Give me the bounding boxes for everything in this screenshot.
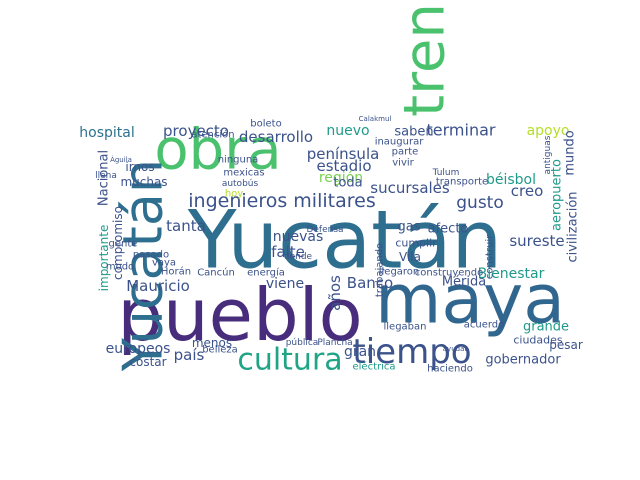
cloud-word: europeos [106, 341, 171, 357]
cloud-word: Horán [161, 266, 191, 278]
cloud-word: hoy [225, 189, 243, 200]
cloud-word: afecto [428, 222, 469, 237]
cloud-word: creo [511, 182, 544, 200]
cloud-word: Plancha [317, 338, 352, 348]
cloud-word: Cancún [197, 267, 235, 279]
cloud-word: Vila [399, 250, 421, 264]
cloud-word: península [307, 145, 380, 163]
cloud-word: haciendo [427, 364, 473, 375]
cloud-word: sucursales [370, 179, 450, 197]
cloud-word: Yucatán [187, 194, 503, 287]
cloud-word: antiguas [543, 135, 553, 174]
cloud-word: compromiso [111, 206, 125, 280]
cloud-word: modo [106, 262, 134, 273]
cloud-word: irnos [125, 160, 154, 174]
cloud-word: vivir [392, 158, 414, 169]
cloud-word: Mérida [442, 275, 486, 290]
cloud-word: Defensa [306, 225, 343, 235]
cloud-word: Tulum [432, 168, 460, 178]
cloud-word: años [326, 275, 344, 311]
cloud-word: acuerdo [464, 320, 505, 331]
cloud-word: pueblo [117, 273, 362, 357]
cloud-word: nuevo [326, 123, 369, 139]
cloud-word: apoyo [527, 123, 570, 139]
cloud-word: cultura [237, 343, 342, 378]
cloud-word: donde [284, 252, 313, 262]
cloud-word: eléctrica [352, 361, 395, 373]
cloud-word: tanta [166, 217, 206, 235]
cloud-word: construyendo [415, 268, 483, 279]
cloud-word: energía [247, 267, 285, 279]
cloud-word: llegaron [379, 267, 420, 278]
cloud-word: saben [394, 125, 433, 140]
cloud-word: tiempo [352, 332, 471, 372]
cloud-word: país [174, 346, 205, 364]
cloud-word: belleza [202, 345, 238, 356]
cloud-word: Mauricio [126, 277, 190, 295]
cloud-word: llena [95, 171, 117, 181]
cloud-word: proyecto [163, 122, 229, 140]
cloud-word: nuevas [273, 229, 324, 245]
cloud-word: gente [109, 239, 138, 250]
cloud-word: importante [97, 225, 111, 292]
cloud-word: terminar [427, 121, 496, 140]
cloud-word: Bienestar [478, 266, 545, 282]
cloud-word: gas [398, 220, 421, 235]
cloud-word: autobús [222, 179, 259, 189]
cloud-word: civilización [566, 191, 581, 262]
cloud-word: cumplir [395, 237, 437, 250]
cloud-word: obra [154, 118, 281, 183]
cloud-word: pasado [133, 250, 169, 261]
cloud-word: transporte [436, 177, 488, 188]
cloud-word: estadio [317, 157, 372, 175]
cloud-word: Calakmul [359, 115, 392, 123]
cloud-word: mundo [563, 130, 578, 175]
cloud-word: gobernador [485, 353, 561, 368]
cloud-word: menos [192, 336, 232, 350]
cloud-word: viene [266, 276, 304, 292]
cloud-word: ninguna [218, 155, 259, 166]
cloud-word: ayudar [443, 345, 468, 353]
cloud-word: parte [392, 147, 419, 158]
cloud-word: llegaban [384, 322, 427, 333]
cloud-word: inaugurar [375, 137, 425, 148]
cloud-word: Nacional [97, 150, 112, 206]
cloud-word: muchas [120, 175, 167, 189]
cloud-word: gran [344, 344, 376, 360]
cloud-word: maya [375, 261, 565, 340]
cloud-word: sureste [509, 232, 564, 250]
cloud-word: hospital [79, 125, 134, 141]
cloud-word: gusto [456, 193, 504, 213]
cloud-word: Águila [110, 155, 132, 164]
cloud-word: pública [286, 338, 319, 348]
cloud-word: grande [523, 320, 569, 335]
cloud-word: atención [191, 129, 234, 141]
cloud-word: costar [129, 355, 166, 369]
cloud-word: construir [485, 234, 496, 279]
cloud-word: ingenieros militares [188, 190, 375, 212]
cloud-word: Yucatán [112, 159, 175, 372]
cloud-word: béisbol [486, 172, 536, 188]
cloud-word: trabajando [375, 243, 386, 297]
cloud-word: aeropuerto [550, 159, 565, 231]
cloud-word: toda [333, 176, 362, 191]
cloud-word: desarrollo [239, 128, 313, 146]
cloud-word: ciudades [513, 334, 563, 347]
cloud-word: región [319, 170, 363, 186]
cloud-word: tren [393, 3, 458, 117]
cloud-word: pesar [549, 338, 583, 352]
cloud-word: vaya [152, 258, 176, 269]
cloud-word: boleto [250, 119, 281, 130]
cloud-word: falte [271, 243, 305, 261]
cloud-word: Banco [347, 274, 393, 292]
cloud-word: mexicas [223, 168, 264, 179]
